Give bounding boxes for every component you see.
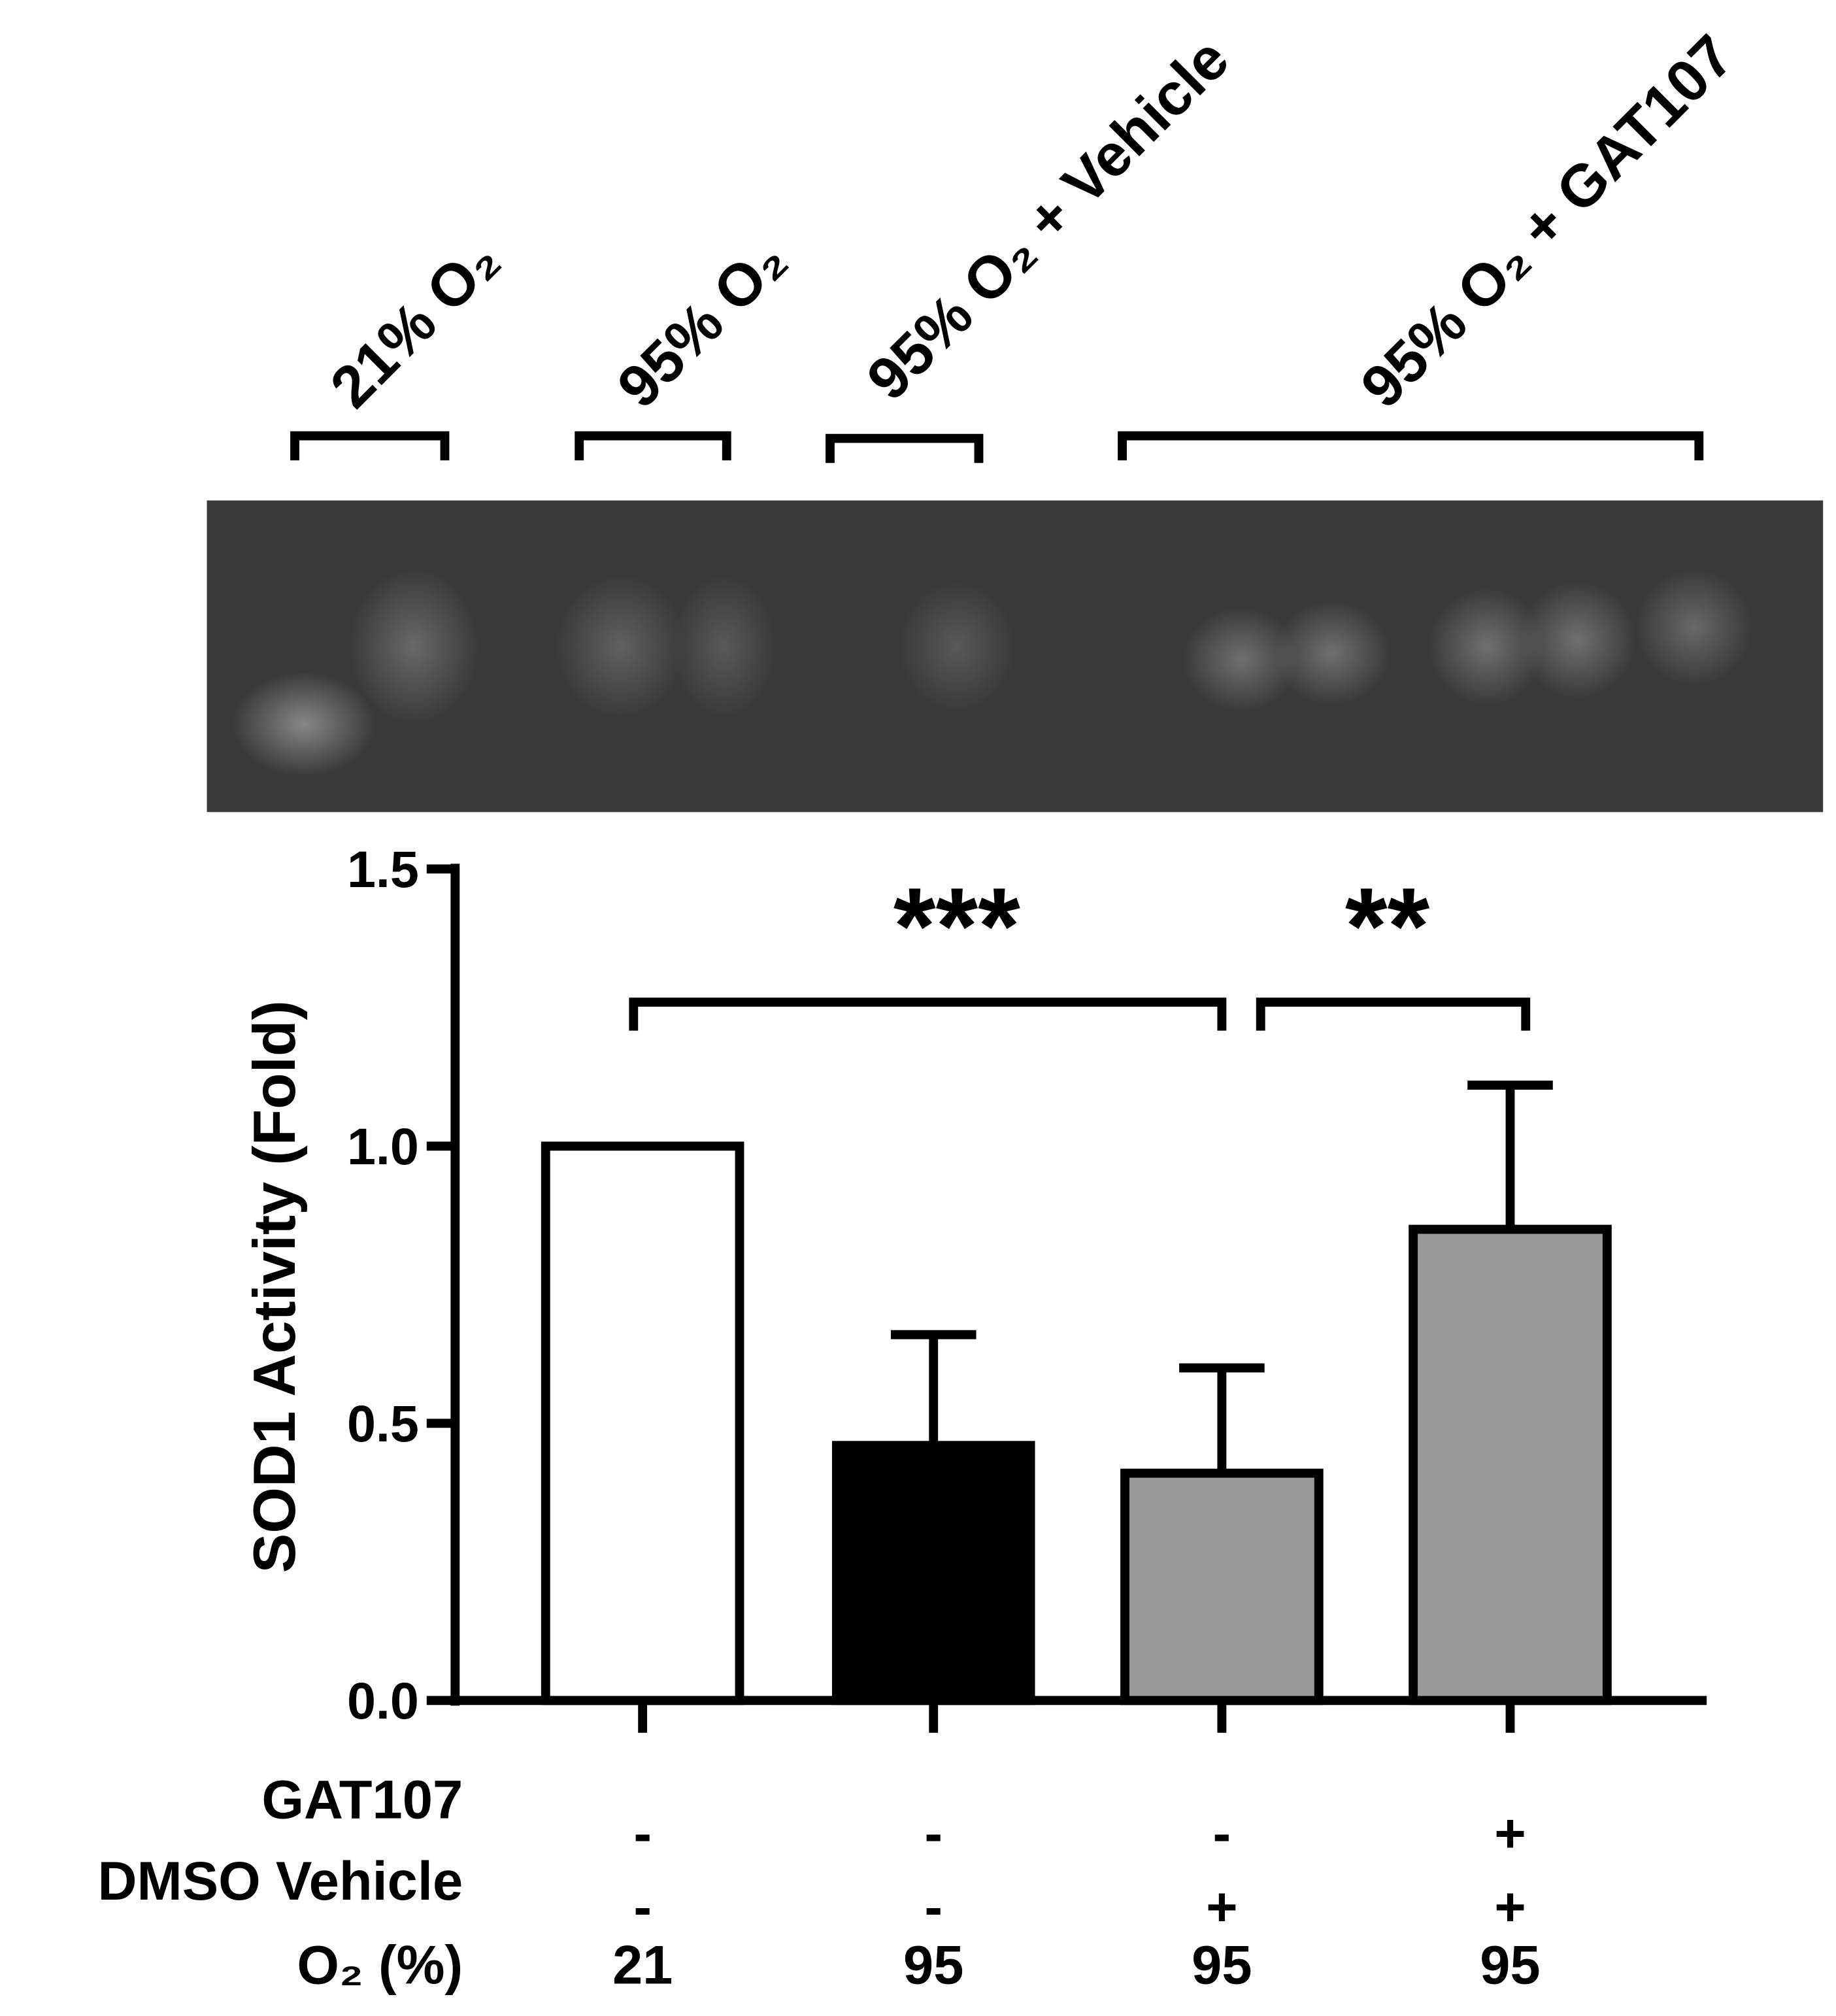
- row-value: +: [1494, 1877, 1526, 1938]
- row-value: +: [1206, 1877, 1238, 1938]
- row-value: -: [924, 1877, 943, 1938]
- y-tick-label: 0.0: [347, 1672, 419, 1730]
- y-axis-label: SOD1 Activity (Fold): [242, 1000, 308, 1573]
- gel-label: 95% O₂: [605, 227, 799, 421]
- row-value: -: [633, 1877, 652, 1938]
- gel-label: 95% O₂ + Vehicle: [855, 26, 1242, 413]
- row-value: 95: [1480, 1935, 1540, 1996]
- y-tick-label: 0.5: [347, 1394, 419, 1453]
- y-tick-label: 1.5: [347, 840, 419, 898]
- bar: [1120, 1468, 1324, 1705]
- row-value: -: [633, 1803, 652, 1864]
- significance-label: ***: [893, 866, 1020, 987]
- row-label: DMSO Vehicle: [98, 1851, 463, 1911]
- gel-brackets: [290, 431, 1704, 463]
- row-label: O₂ (%): [297, 1935, 463, 1996]
- row-label: GAT107: [261, 1769, 463, 1830]
- bar: [831, 1441, 1035, 1705]
- significance-brackets: [629, 998, 1531, 1031]
- row-value: -: [924, 1803, 943, 1864]
- gel-label: 95% O₂ + GAT107: [1348, 23, 1746, 420]
- row-value: 21: [612, 1935, 673, 1996]
- y-tick-label: 1.0: [347, 1117, 419, 1175]
- row-value: 95: [903, 1935, 963, 1996]
- bar: [541, 1141, 744, 1705]
- gel-image: [207, 500, 1824, 813]
- row-value: -: [1213, 1803, 1231, 1864]
- gel-label: 21% O₂: [318, 227, 512, 421]
- row-value: 95: [1192, 1935, 1252, 1996]
- row-value: +: [1494, 1803, 1526, 1864]
- significance-label: **: [1345, 866, 1430, 987]
- bar: [1409, 1224, 1612, 1705]
